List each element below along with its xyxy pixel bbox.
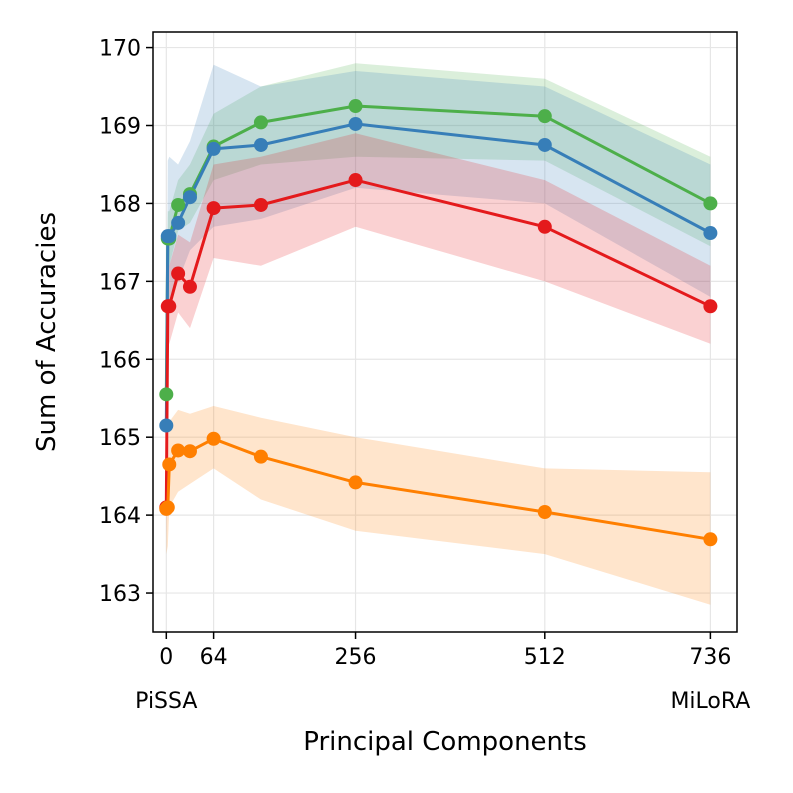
- series-2-point: [348, 173, 363, 188]
- series-1-point: [348, 116, 363, 131]
- x-tick-sublabel: MiLoRA: [670, 689, 750, 714]
- x-tick-label: 736: [689, 645, 731, 670]
- plot-frame: [152, 31, 738, 633]
- confidence-bands: [166, 63, 711, 605]
- series-3-line: [165, 437, 711, 541]
- x-tick-label: 64: [200, 645, 228, 670]
- series-1-point: [703, 226, 718, 241]
- y-tick-label: 168: [99, 192, 141, 217]
- y-tick-label: 164: [99, 504, 141, 529]
- x-tick-label: 0: [159, 645, 173, 670]
- series-2-point: [182, 279, 197, 294]
- series-2-point: [162, 299, 177, 314]
- series-1-point: [171, 215, 186, 230]
- series-3-point: [162, 457, 177, 472]
- series-3-point: [253, 449, 268, 464]
- x-axis-ticks: 0 64 256 512 736 PiSSA MiLoRA: [135, 632, 750, 714]
- x-tick-label: 512: [524, 645, 566, 670]
- y-tick-label: 166: [99, 348, 141, 373]
- series-1-point: [182, 190, 197, 205]
- y-tick-label: 165: [99, 426, 141, 451]
- series-0-point: [159, 387, 174, 402]
- series-0-point: [348, 99, 363, 114]
- series-3-point: [537, 505, 552, 519]
- y-tick-label: 163: [99, 582, 141, 607]
- y-axis-ticks: 163 164 165 166 167 168 169 170: [99, 37, 153, 607]
- series-0-point: [171, 197, 186, 212]
- series-3-point: [160, 500, 175, 515]
- y-tick-label: 170: [99, 37, 141, 62]
- x-axis-title: Principal Components: [303, 727, 587, 757]
- series-3-point: [703, 532, 718, 547]
- series-0-band: [166, 63, 711, 414]
- grid-lines: [153, 32, 737, 632]
- series-0-point: [253, 115, 268, 130]
- series-1-point: [253, 137, 268, 152]
- series-points: [159, 99, 718, 547]
- y-tick-label: 169: [99, 115, 141, 140]
- series-1-point: [162, 229, 177, 244]
- series-2-point: [703, 299, 718, 314]
- y-axis-title: Sum of Accuracies: [32, 212, 62, 452]
- series-1-point: [537, 137, 552, 152]
- series-0-point: [703, 196, 718, 211]
- series-1-point: [206, 141, 221, 156]
- series-0-point: [537, 109, 552, 124]
- series-2-band: [166, 133, 711, 539]
- series-3-point: [171, 443, 186, 458]
- series-3-point: [182, 444, 197, 459]
- series-2-point: [253, 197, 268, 212]
- x-tick-label: 256: [335, 645, 377, 670]
- x-tick-sublabel: PiSSA: [135, 689, 197, 714]
- y-tick-label: 167: [99, 270, 141, 295]
- series-2-point: [206, 201, 221, 216]
- series-3-point: [206, 431, 221, 446]
- series-3-band: [166, 406, 711, 605]
- series-3-point: [348, 475, 363, 490]
- series-2-point: [537, 219, 552, 234]
- series-2-point: [171, 266, 186, 281]
- series-1-point: [159, 418, 174, 433]
